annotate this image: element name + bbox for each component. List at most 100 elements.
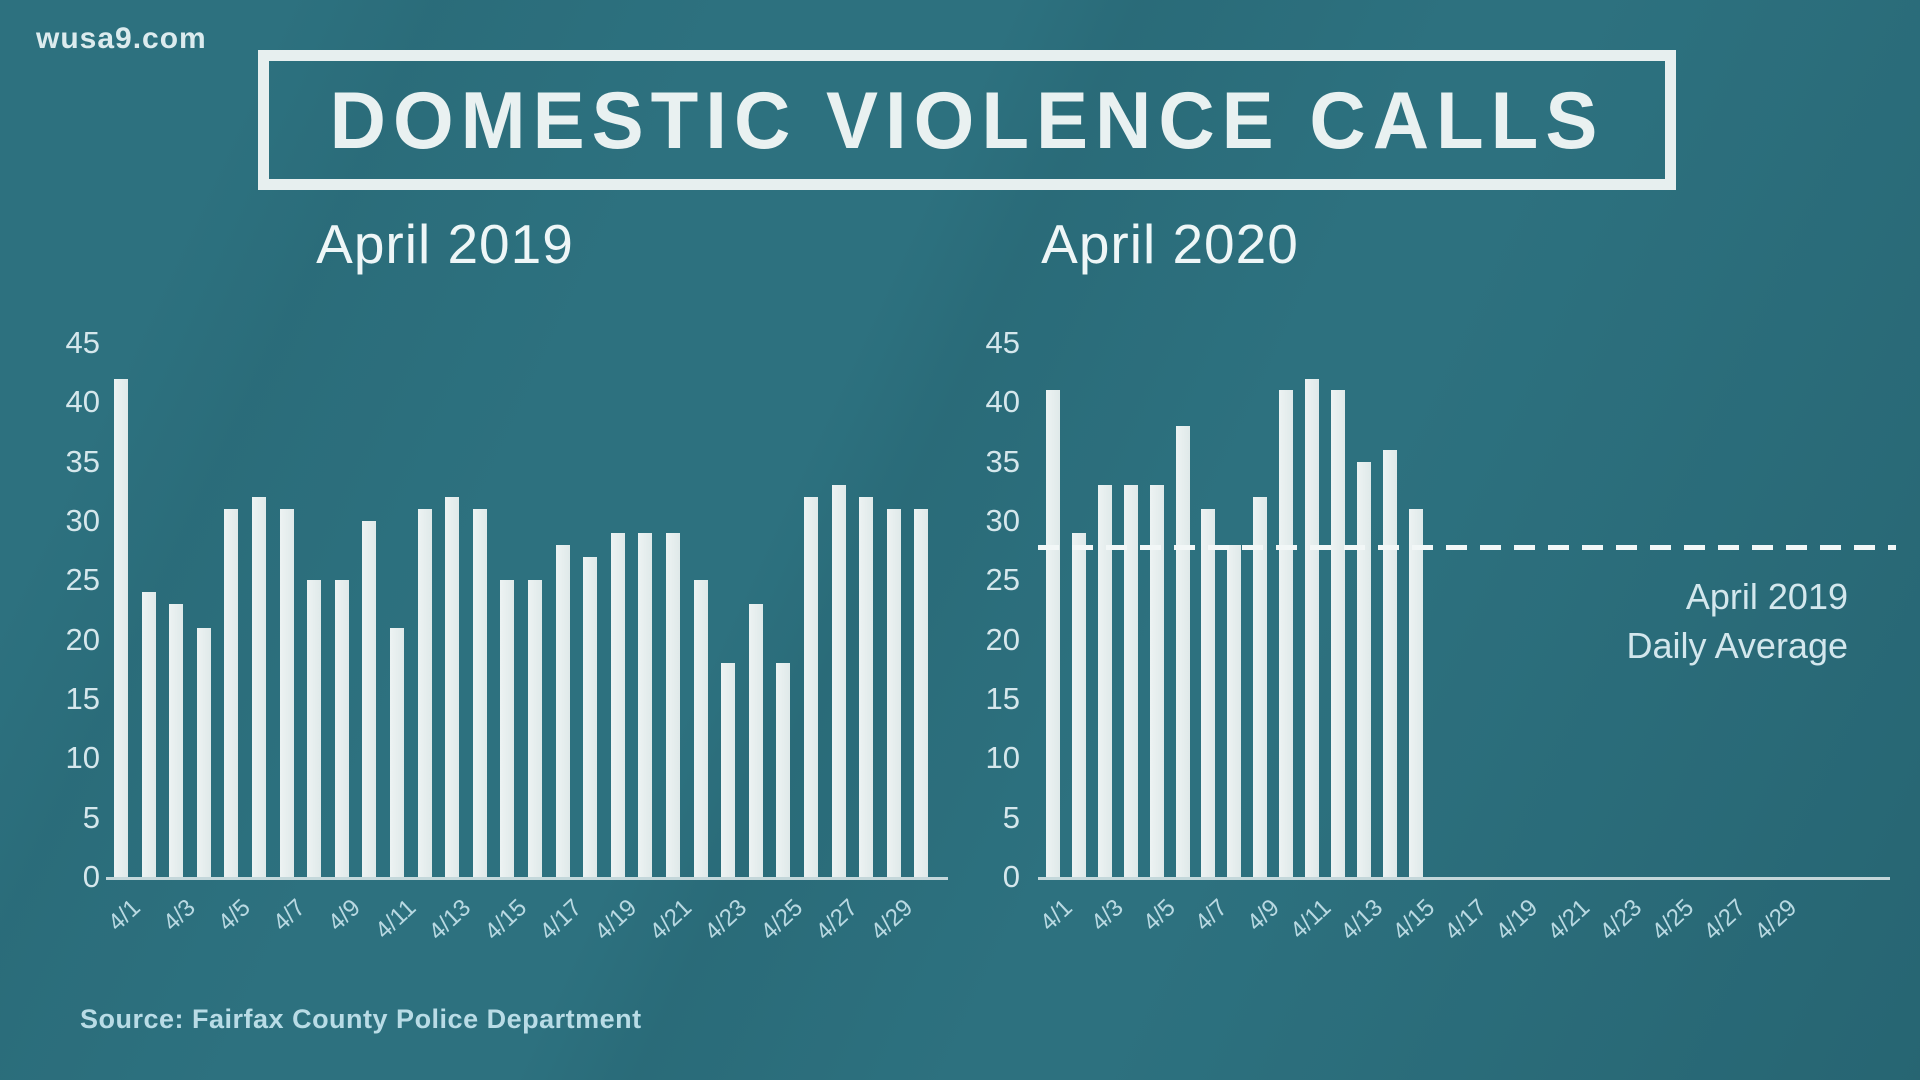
x-tick-label: 4/29 bbox=[1750, 894, 1803, 946]
x-tick-label: 4/3 bbox=[157, 894, 201, 937]
y-tick-label: 25 bbox=[65, 562, 100, 598]
x-tick-label: 4/29 bbox=[865, 894, 919, 946]
bar bbox=[556, 545, 570, 877]
bar bbox=[1357, 462, 1371, 877]
x-axis-baseline bbox=[1038, 877, 1890, 880]
bar bbox=[224, 509, 238, 877]
x-tick-label: 4/7 bbox=[268, 894, 312, 937]
x-tick-label: 4/23 bbox=[700, 894, 753, 946]
x-tick-label: 4/19 bbox=[1491, 894, 1544, 946]
x-tick-label: 4/9 bbox=[1241, 894, 1285, 937]
x-tick-label: 4/19 bbox=[589, 894, 643, 946]
x-tick-label: 4/13 bbox=[424, 894, 477, 946]
bar bbox=[1331, 390, 1345, 877]
bar bbox=[1098, 485, 1112, 877]
bar bbox=[638, 533, 652, 877]
bar bbox=[832, 485, 846, 877]
bar bbox=[418, 509, 432, 877]
y-tick-label: 15 bbox=[985, 680, 1020, 716]
y-tick-label: 15 bbox=[65, 680, 100, 716]
bar bbox=[169, 604, 183, 877]
bar bbox=[335, 580, 349, 877]
x-tick-label: 4/25 bbox=[755, 894, 808, 946]
x-tick-label: 4/17 bbox=[534, 894, 588, 946]
y-tick-label: 30 bbox=[985, 502, 1020, 538]
bar bbox=[859, 497, 873, 877]
y-tick-label: 35 bbox=[65, 443, 100, 479]
x-tick-label: 4/9 bbox=[323, 894, 367, 937]
y-tick-label: 0 bbox=[82, 859, 100, 894]
x-tick-label: 4/23 bbox=[1594, 894, 1648, 946]
bar bbox=[1227, 545, 1241, 877]
bar bbox=[1072, 533, 1086, 877]
x-tick-label: 4/13 bbox=[1335, 894, 1389, 946]
bar bbox=[914, 509, 928, 877]
bar bbox=[611, 533, 625, 877]
bar bbox=[1046, 390, 1060, 877]
x-tick-label: 4/11 bbox=[1285, 894, 1337, 945]
bar bbox=[776, 663, 790, 877]
bar bbox=[1305, 379, 1319, 877]
bar bbox=[583, 557, 597, 877]
chart-title-april-2020: April 2020 bbox=[1041, 213, 1299, 275]
bar bbox=[1201, 509, 1215, 877]
bar bbox=[252, 497, 266, 877]
bar bbox=[197, 628, 211, 877]
average-dashed-line bbox=[1038, 545, 1896, 550]
x-tick-label: 4/27 bbox=[1698, 894, 1751, 946]
y-tick-label: 5 bbox=[1002, 799, 1020, 835]
bar bbox=[1124, 485, 1138, 877]
bar bbox=[1176, 426, 1190, 877]
bar bbox=[390, 628, 404, 877]
x-tick-label: 4/1 bbox=[1034, 894, 1078, 937]
x-tick-label: 4/21 bbox=[644, 894, 698, 946]
bar bbox=[500, 580, 514, 877]
bar bbox=[721, 663, 735, 877]
x-tick-label: 4/7 bbox=[1189, 894, 1233, 937]
y-tick-label: 40 bbox=[985, 384, 1020, 420]
x-tick-label: 4/21 bbox=[1542, 894, 1596, 946]
bar bbox=[887, 509, 901, 877]
x-tick-label: 4/25 bbox=[1646, 894, 1700, 946]
y-tick-label: 30 bbox=[65, 502, 100, 538]
headline-box: DOMESTIC VIOLENCE CALLS bbox=[258, 50, 1676, 190]
y-tick-label: 45 bbox=[65, 324, 100, 360]
y-tick-label: 10 bbox=[985, 740, 1020, 776]
y-tick-label: 20 bbox=[985, 621, 1020, 657]
average-label-line2: Daily Average bbox=[1626, 625, 1848, 666]
y-tick-label: 40 bbox=[65, 384, 100, 420]
bar bbox=[528, 580, 542, 877]
bar bbox=[666, 533, 680, 877]
bar bbox=[694, 580, 708, 877]
bar bbox=[280, 509, 294, 877]
y-tick-label: 20 bbox=[65, 621, 100, 657]
y-tick-label: 0 bbox=[1002, 859, 1020, 894]
average-label-line1: April 2019 bbox=[1685, 576, 1848, 617]
source-credit: Source: Fairfax County Police Department bbox=[80, 1004, 642, 1034]
y-tick-label: 5 bbox=[82, 799, 100, 835]
x-tick-label: 4/11 bbox=[370, 894, 422, 945]
y-tick-label: 35 bbox=[985, 443, 1020, 479]
bar bbox=[1150, 485, 1164, 877]
bar bbox=[1409, 509, 1423, 877]
bar bbox=[1253, 497, 1267, 877]
bar bbox=[445, 497, 459, 877]
chart-title-april-2019: April 2019 bbox=[316, 213, 574, 275]
y-tick-label: 25 bbox=[985, 562, 1020, 598]
x-tick-label: 4/17 bbox=[1439, 894, 1492, 946]
y-tick-label: 45 bbox=[985, 324, 1020, 360]
bar bbox=[307, 580, 321, 877]
bar bbox=[804, 497, 818, 877]
x-tick-label: 4/27 bbox=[810, 894, 864, 946]
bar bbox=[1279, 390, 1293, 877]
x-tick-label: 4/3 bbox=[1086, 894, 1130, 937]
bar bbox=[473, 509, 487, 877]
station-url: wusa9.com bbox=[36, 22, 207, 55]
y-tick-label: 10 bbox=[65, 740, 100, 776]
average-line-label: April 2019 Daily Average bbox=[1627, 572, 1848, 670]
x-tick-label: 4/15 bbox=[479, 894, 532, 946]
x-tick-label: 4/5 bbox=[212, 894, 256, 937]
bar bbox=[362, 521, 376, 877]
bar bbox=[1383, 450, 1397, 877]
